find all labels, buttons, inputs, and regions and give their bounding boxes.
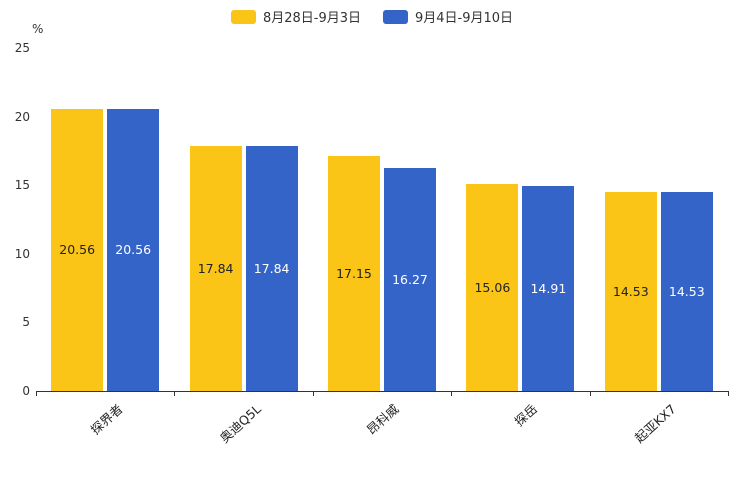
y-tick-label: 5 [22, 315, 30, 330]
bar-series1-起亚KX7[interactable]: 14.53 [604, 191, 657, 391]
legend-swatch-week2 [383, 9, 408, 24]
legend-item-week1[interactable]: 8月28日-9月3日 [230, 7, 361, 26]
bar-value-label: 14.53 [612, 283, 649, 299]
bar-series1-昂科威[interactable]: 17.15 [328, 155, 380, 391]
bar-value-label: 17.84 [253, 261, 290, 277]
y-tick-label: 15 [14, 178, 30, 193]
bar-series1-探岳[interactable]: 15.06 [466, 184, 519, 391]
legend: 8月28日-9月3日 9月4日-9月10日 [0, 7, 744, 26]
y-tick-label: 20 [14, 109, 30, 124]
x-axis-tick [728, 391, 729, 396]
legend-label-week1: 8月28日-9月3日 [262, 11, 361, 26]
bar-value-label: 16.27 [392, 271, 428, 287]
bar-series2-昂科威[interactable]: 16.27 [384, 167, 436, 391]
x-axis-tick [36, 391, 37, 396]
legend-swatch-week1 [230, 9, 256, 24]
bar-series1-探界者[interactable]: 20.56 [51, 108, 104, 391]
bar-series2-探界者[interactable]: 20.56 [107, 108, 160, 391]
bar-value-label: 20.56 [59, 242, 96, 258]
x-axis-label-起亚KX7: 起亚KX7 [631, 401, 679, 446]
bar-series1-奥迪Q5L[interactable]: 17.84 [189, 146, 242, 391]
bar-value-label: 14.53 [668, 283, 705, 299]
x-axis-label-昂科威: 昂科威 [364, 401, 403, 438]
y-tick-label: 10 [14, 246, 30, 261]
bar-value-label: 14.91 [530, 281, 567, 297]
x-axis-label-探界者: 探界者 [87, 401, 126, 438]
x-axis-label-奥迪Q5L: 奥迪Q5L [216, 401, 264, 446]
plot-area: 20.56 20.56 17.84 17.84 17.15 16.27 15.06 14.91… [36, 48, 728, 392]
x-axis-tick [312, 391, 314, 396]
bar-series2-起亚KX7[interactable]: 14.53 [660, 191, 713, 391]
x-axis-tick [589, 391, 591, 396]
y-tick-label: 25 [14, 41, 30, 55]
y-axis-unit-label: % [32, 22, 44, 36]
bar-value-label: 20.56 [115, 242, 152, 258]
bar-series2-探岳[interactable]: 14.91 [522, 186, 575, 391]
x-axis-tick [174, 391, 176, 396]
bar-value-label: 17.84 [197, 261, 234, 277]
legend-label-week2: 9月4日-9月10日 [415, 11, 514, 26]
bar-value-label: 17.15 [336, 265, 372, 281]
x-axis-tick [451, 391, 453, 396]
legend-item-week2[interactable]: 9月4日-9月10日 [383, 7, 513, 26]
x-axis-label-探岳: 探岳 [511, 401, 541, 430]
y-tick-label: 0 [22, 384, 30, 398]
bar-value-label: 15.06 [474, 280, 511, 296]
bar-series2-奥迪Q5L[interactable]: 17.84 [245, 146, 298, 391]
